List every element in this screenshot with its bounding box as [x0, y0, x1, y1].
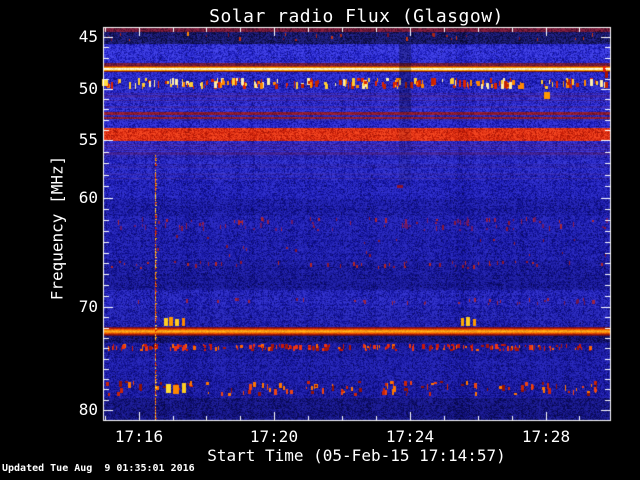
- y-tick-label-80: 80: [78, 400, 98, 419]
- x-tick-label-1728: 17:28: [521, 427, 571, 446]
- y-tick-label-50: 50: [78, 79, 98, 98]
- y-axis-label: Frequency [MHz]: [47, 155, 67, 301]
- x-axis-label: Start Time (05-Feb-15 17:14:57): [207, 446, 506, 465]
- updated-timestamp: Updated Tue Aug 9 01:35:01 2016: [2, 463, 195, 474]
- x-tick-label-1724: 17:24: [385, 427, 435, 446]
- chart-title: Solar radio Flux (Glasgow): [209, 6, 504, 27]
- x-tick-label-1716: 17:16: [114, 427, 164, 446]
- y-tick-label-55: 55: [78, 130, 98, 149]
- y-tick-label-60: 60: [78, 188, 98, 207]
- y-tick-label-70: 70: [78, 297, 98, 316]
- y-tick-label-45: 45: [78, 27, 98, 46]
- x-tick-label-1720: 17:20: [249, 427, 299, 446]
